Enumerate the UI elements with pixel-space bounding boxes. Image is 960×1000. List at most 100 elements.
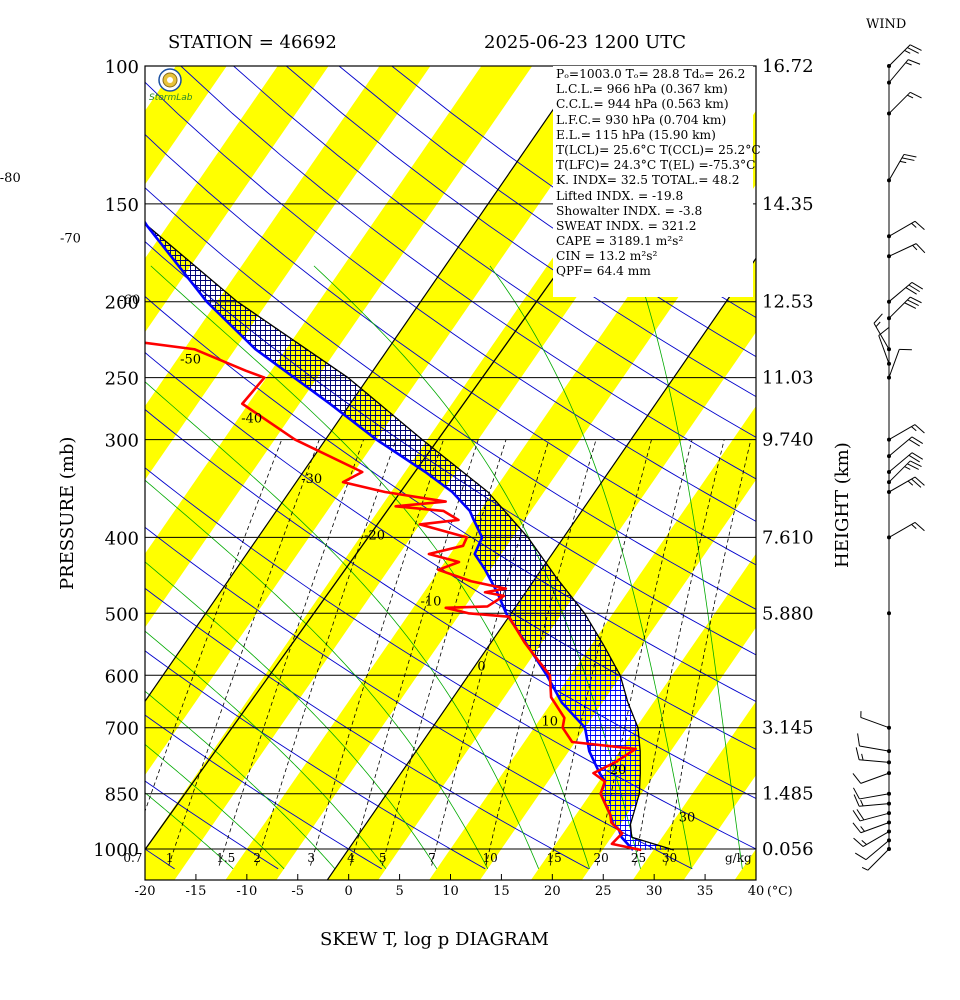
dry-adiabat-line [233,66,756,438]
wind-barb-flag [908,284,920,293]
wind-barb-flag [852,787,860,800]
isotherm-label: 10 [542,714,559,729]
height-tick-label: 7.610 [762,527,814,548]
dry-adiabat-line [145,295,756,703]
wind-barb-flag [856,809,865,821]
wind-barb-halfflag [860,799,864,807]
wind-barb-halfflag [904,466,911,470]
mixing-ratio-label: 0.7 [123,851,142,865]
moist-adiabat-line [145,479,489,869]
dry-adiabat-line [180,66,756,480]
height-tick-label: 0.056 [762,839,814,860]
isotherm-label: -50 [180,352,201,367]
wind-barb-halfflag [904,49,911,54]
height-tick-label: 16.72 [762,56,814,77]
mixing-ratio-label: 25 [631,851,646,865]
x-tick-label: 30 [646,884,663,899]
wind-barb-shaft [860,716,890,729]
mixing-ratio-line [168,439,320,866]
station-label: STATION = 46692 [168,32,337,53]
height-tick-label: 9.740 [762,430,814,451]
surface-obs: Pₒ=1003.0 Tₒ= 28.8 Tdₒ= 26.2 [556,67,746,81]
wind-barb-halfflag [861,866,869,871]
isotherm-label: -60 [119,293,140,308]
wind-barb-flag [909,44,922,51]
mixing-ratio-label: 15 [547,851,562,865]
dry-adiabat-line [145,587,589,870]
wind-barb-shaft [859,745,890,752]
moist-adiabat-line [150,265,590,869]
isotherm-label: 20 [610,763,627,778]
wind-barb-flag [904,302,917,309]
x-tick-label: 35 [697,884,714,899]
temperature-curve [145,341,642,852]
moist-adiabat-line [489,265,692,869]
isotherm-label: -20 [364,529,385,544]
moist-adiabat-line [145,792,234,870]
dry-adiabat-line [145,467,756,850]
wind-barb-flag [903,153,917,158]
wind-barb-flag [909,460,922,468]
lcl-value: L.C.L.= 966 hPa (0.367 km) [556,82,728,97]
mixing-ratio-line [485,439,597,866]
wind-barb-halfflag [899,160,907,164]
wind-barb-shaft [888,460,911,483]
wind-barb-flag [855,747,860,760]
height-tick-label: 12.53 [762,292,814,313]
cape-value: CAPE = 3189.1 m²s² [556,234,684,249]
x-tick-label: 40 [748,884,765,899]
wind-barb-flag [853,794,860,807]
moist-adiabat-line [145,381,540,869]
moist-adiabat-line [145,690,336,870]
x-tick-label: -10 [236,884,257,899]
mixing-ratio-label: 20 [594,851,609,865]
mixing-ratio-label: 1.5 [216,851,235,865]
wind-barb-shaft [888,424,916,441]
profile-curves [145,220,675,852]
x-tick-label: 20 [544,884,561,899]
indices-panel: Pₒ=1003.0 Tₒ= 28.8 Tdₒ= 26.2 L.C.L.= 966… [553,66,761,297]
wind-barb-halfflag [905,62,912,66]
wind-barb-flag [911,478,922,488]
mixing-ratio-line [349,439,479,866]
dry-adiabat-line [145,714,382,870]
mixing-ratio-label: 2 [253,851,261,865]
mixing-ratio-label: 10 [482,851,497,865]
x-tick-label: 5 [395,884,403,899]
isotherm-label: -40 [241,412,262,427]
height-tick-label: 5.880 [762,603,814,624]
height-tick-label: 14.35 [762,194,814,215]
wind-barb-halfflag [875,321,881,328]
mixing-ratio-label: 3 [307,851,315,865]
mixing-ratio-unit: g/kg [725,851,752,865]
cape-hatch-upper [145,222,621,676]
wind-barb-halfflag [907,480,914,486]
wind-barb-shaft [867,848,890,871]
wind-barb-flag [911,452,924,460]
t-lfc-el: T(LFC)= 24.3°C T(EL) =-75.3°C [556,158,756,173]
stormlab-logo: StormLab [147,67,195,107]
x-tick-label: -15 [185,884,206,899]
cin-value: CIN = 13.2 m²s² [556,249,658,264]
dry-adiabat-line [145,650,486,870]
wind-barb-shaft [888,91,911,114]
isotherm-band [145,66,431,480]
mixing-ratio-label: 4 [347,851,355,865]
wind-barb-flag [857,733,860,747]
mixing-ratio-line [665,439,752,866]
wind-barb-flag [914,424,925,434]
wind-barb-halfflag [861,839,867,845]
sweat-index: SWEAT INDX. = 321.2 [556,218,697,233]
wind-barb-flag [901,157,915,161]
wind-barb-halfflag [911,222,917,228]
wind-barb-shaft [859,793,890,800]
isotherm-label: -10 [421,595,442,610]
wind-barb-flag [852,773,862,784]
mixing-ratio-label: 7 [428,851,436,865]
wind-barb-flag [908,454,920,463]
wind-barb-halfflag [861,753,864,761]
wind-barb-shaft [873,323,890,350]
isotherm-label: -30 [301,472,322,487]
el-value: E.L.= 115 hPa (15.90 km) [556,127,716,142]
